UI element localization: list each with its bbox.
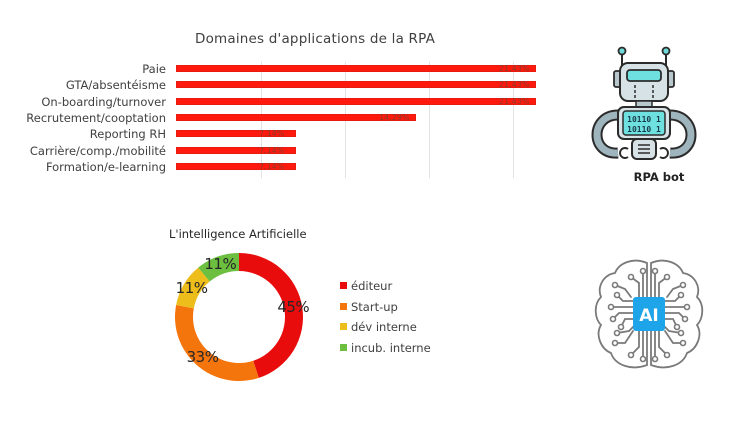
donut-value-label: 45% [277, 298, 310, 317]
bar-row: Formation/e-learning 7,14% [0, 159, 560, 175]
bar-row: Carrière/comp./mobilité 7,14% [0, 143, 560, 159]
gridline [513, 62, 514, 178]
bar-row: Paie 21,43% [0, 61, 560, 77]
legend-item: Start-up [340, 300, 398, 314]
donut-slice [198, 253, 239, 282]
bar-row: GTA/absentéisme 21,43% [0, 77, 560, 93]
bar-row: Reporting RH 7,14% [0, 126, 560, 142]
donut-value-label: 11% [204, 255, 237, 274]
legend-swatch [340, 302, 347, 310]
bar-category-label: GTA/absentéisme [65, 78, 166, 93]
robot-caption: RPA bot [633, 170, 685, 184]
ai-chip-label: AI [639, 306, 658, 326]
legend-item: éditeur [340, 279, 392, 293]
bar-chart-title: Domaines d'applications de la RPA [194, 31, 436, 47]
donut-slice [176, 267, 210, 309]
donut-chart-title: L'intelligence Artificielle [169, 227, 307, 241]
legend-swatch [340, 282, 347, 289]
legend-swatch [340, 323, 347, 330]
robot-icon: 10110 1 10110 1 [591, 46, 697, 160]
bar [176, 146, 296, 154]
bar-value-label: 21,43% [499, 96, 530, 106]
bar-category-label: Carrière/comp./mobilité [29, 143, 166, 158]
donut-slice [175, 305, 259, 381]
robot-screen-line-2: 10110 1 [627, 125, 661, 134]
donut-chart [175, 253, 303, 381]
bar-value-label: 7,14% [258, 145, 285, 155]
bar [176, 130, 296, 138]
bar-value-label: 7,14% [258, 129, 285, 139]
donut-value-label: 33% [186, 348, 219, 367]
bar-category-label: Paie [142, 62, 166, 76]
bar [176, 97, 537, 105]
bar [176, 113, 417, 121]
donut-slice [239, 253, 303, 378]
legend-label: Start-up [351, 299, 398, 314]
ai-brain-icon: AI [594, 259, 704, 369]
bar-category-label: On-boarding/turnover [41, 94, 166, 109]
bar [176, 65, 537, 72]
legend-label: dév interne [351, 320, 417, 334]
legend-label: incub. interne [351, 340, 431, 355]
donut-value-label: 11% [175, 279, 208, 297]
bar-category-label: Formation/e-learning [45, 159, 166, 174]
robot-screen-line-1: 10110 1 [627, 115, 661, 124]
bar [176, 81, 537, 89]
bar-value-label: 21,43% [499, 64, 530, 73]
bar-row: Recrutement/cooptation 14,29% [0, 110, 560, 126]
legend-label: éditeur [351, 279, 393, 293]
bar-value-label: 14,29% [379, 112, 410, 122]
legend-item: dév interne [340, 320, 417, 334]
bar-category-label: Recrutement/cooptation [26, 110, 166, 125]
bar-value-label: 7,14% [258, 161, 285, 171]
legend-item: incub. interne [340, 341, 431, 355]
bar-row: On-boarding/turnover 21,43% [0, 94, 560, 110]
bar [176, 162, 296, 170]
legend-swatch [340, 343, 347, 351]
gridline [429, 62, 430, 178]
bar-category-label: Reporting RH [89, 127, 166, 142]
bar-value-label: 21,43% [499, 80, 530, 90]
